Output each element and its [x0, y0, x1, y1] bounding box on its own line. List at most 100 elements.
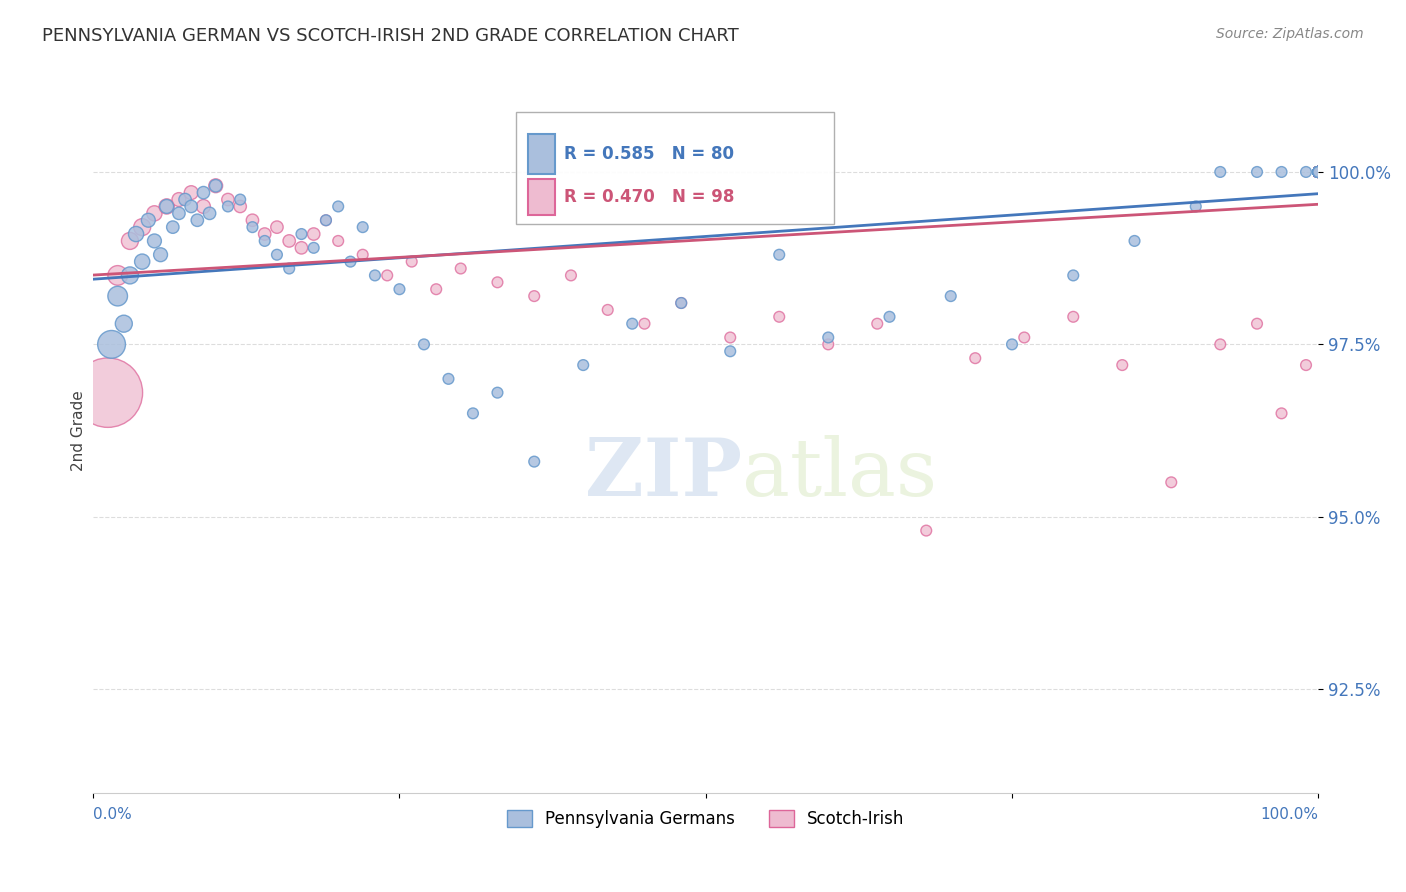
Point	[1308, 165, 1330, 179]
Point	[1308, 165, 1330, 179]
Text: ZIP: ZIP	[585, 435, 742, 513]
Point	[1308, 165, 1330, 179]
Point	[1308, 165, 1330, 179]
Point	[1308, 165, 1330, 179]
Point	[302, 241, 325, 255]
Point	[315, 213, 337, 227]
Point	[1308, 165, 1330, 179]
Point	[193, 199, 215, 213]
Bar	[529, 178, 555, 215]
Point	[1308, 165, 1330, 179]
Point	[1308, 165, 1330, 179]
Point	[1308, 165, 1330, 179]
Point	[1308, 165, 1330, 179]
Point	[100, 337, 122, 351]
Point	[1308, 165, 1330, 179]
Text: R = 0.470   N = 98: R = 0.470 N = 98	[564, 187, 734, 206]
Point	[186, 213, 208, 227]
Point	[1308, 165, 1330, 179]
Point	[1308, 165, 1330, 179]
Point	[1270, 406, 1292, 420]
Point	[1308, 165, 1330, 179]
Point	[1308, 165, 1330, 179]
Point	[1308, 165, 1330, 179]
Bar	[529, 134, 555, 174]
Point	[1270, 165, 1292, 179]
Legend: Pennsylvania Germans, Scotch-Irish: Pennsylvania Germans, Scotch-Irish	[501, 804, 911, 835]
Point	[1308, 165, 1330, 179]
Point	[162, 220, 184, 235]
Point	[1308, 165, 1330, 179]
Point	[217, 199, 239, 213]
Text: Source: ZipAtlas.com: Source: ZipAtlas.com	[1216, 27, 1364, 41]
Point	[768, 310, 790, 324]
Point	[1308, 165, 1330, 179]
Point	[1308, 165, 1330, 179]
Point	[1295, 165, 1317, 179]
Point	[718, 344, 741, 359]
Point	[1308, 165, 1330, 179]
Point	[1308, 165, 1330, 179]
Point	[229, 199, 252, 213]
Point	[425, 282, 447, 296]
Point	[204, 178, 226, 193]
Point	[1308, 165, 1330, 179]
Point	[131, 220, 153, 235]
Point	[1308, 165, 1330, 179]
Point	[486, 385, 509, 400]
Point	[671, 296, 693, 310]
Point	[180, 199, 202, 213]
Point	[1308, 165, 1330, 179]
Point	[1308, 165, 1330, 179]
Point	[302, 227, 325, 241]
Point	[1308, 165, 1330, 179]
Point	[1308, 165, 1330, 179]
Point	[1308, 165, 1330, 179]
Point	[278, 234, 301, 248]
Point	[253, 227, 276, 241]
Point	[180, 186, 202, 200]
Point	[1308, 165, 1330, 179]
Point	[1308, 165, 1330, 179]
Point	[1308, 165, 1330, 179]
Point	[1308, 165, 1330, 179]
Point	[1308, 165, 1330, 179]
Point	[266, 220, 288, 235]
Point	[1308, 165, 1330, 179]
Point	[1308, 165, 1330, 179]
Point	[1209, 337, 1232, 351]
Point	[217, 193, 239, 207]
Point	[193, 186, 215, 200]
Point	[1308, 165, 1330, 179]
Point	[1308, 165, 1330, 179]
Point	[1308, 165, 1330, 179]
Point	[1308, 165, 1330, 179]
Point	[125, 227, 148, 241]
Point	[915, 524, 938, 538]
Point	[596, 302, 619, 317]
Point	[1308, 165, 1330, 179]
Point	[131, 254, 153, 268]
Point	[1308, 165, 1330, 179]
Point	[671, 296, 693, 310]
Point	[204, 178, 226, 193]
Y-axis label: 2nd Grade: 2nd Grade	[72, 390, 86, 471]
Text: atlas: atlas	[742, 435, 938, 513]
Point	[1308, 165, 1330, 179]
Point	[1308, 165, 1330, 179]
Point	[278, 261, 301, 276]
Point	[1308, 165, 1330, 179]
Point	[290, 241, 312, 255]
Point	[112, 317, 135, 331]
Point	[1308, 165, 1330, 179]
Point	[290, 227, 312, 241]
Point	[143, 206, 166, 220]
Point	[1308, 165, 1330, 179]
Point	[118, 268, 141, 283]
Point	[866, 317, 889, 331]
Point	[486, 275, 509, 289]
Point	[1308, 165, 1330, 179]
Point	[156, 199, 179, 213]
Text: 0.0%: 0.0%	[93, 807, 132, 822]
Point	[315, 213, 337, 227]
